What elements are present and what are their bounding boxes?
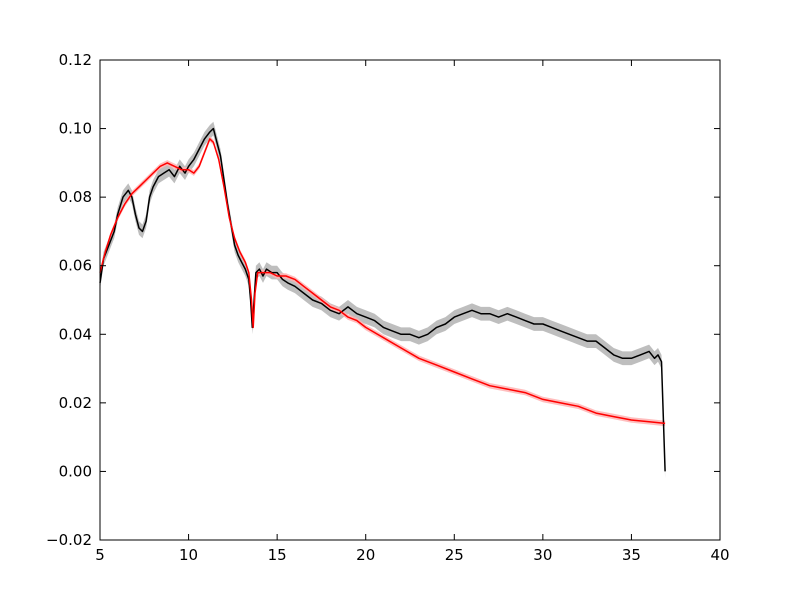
y-tick-label: 0.04 bbox=[59, 325, 92, 343]
plot-frame bbox=[99, 59, 721, 541]
y-axis: −0.02 0.00 0.02 0.04 0.06 0.08 0.10 0.12 bbox=[46, 51, 720, 549]
x-tick-label: 10 bbox=[179, 546, 198, 564]
y-tick-label: 0.10 bbox=[59, 120, 92, 138]
series-2-line bbox=[99, 138, 666, 425]
x-tick-label: 20 bbox=[356, 546, 375, 564]
y-tick-label: 0.06 bbox=[59, 257, 92, 275]
series-lines bbox=[99, 127, 666, 472]
x-axis: 5 10 15 20 25 30 35 40 bbox=[95, 60, 730, 564]
y-tick-label: 0.00 bbox=[59, 462, 92, 480]
x-tick-label: 30 bbox=[533, 546, 552, 564]
y-tick-label: −0.02 bbox=[46, 531, 92, 549]
x-tick-label: 25 bbox=[445, 546, 464, 564]
confidence-bands bbox=[100, 121, 666, 479]
y-tick-label: 0.12 bbox=[59, 51, 92, 69]
y-tick-label: 0.08 bbox=[59, 188, 92, 206]
series-1-band bbox=[100, 121, 666, 479]
x-tick-label: 40 bbox=[710, 546, 729, 564]
x-tick-label: 35 bbox=[622, 546, 641, 564]
x-tick-label: 5 bbox=[95, 546, 105, 564]
y-tick-label: 0.02 bbox=[59, 394, 92, 412]
series-1-line bbox=[99, 127, 666, 472]
x-tick-label: 15 bbox=[268, 546, 287, 564]
